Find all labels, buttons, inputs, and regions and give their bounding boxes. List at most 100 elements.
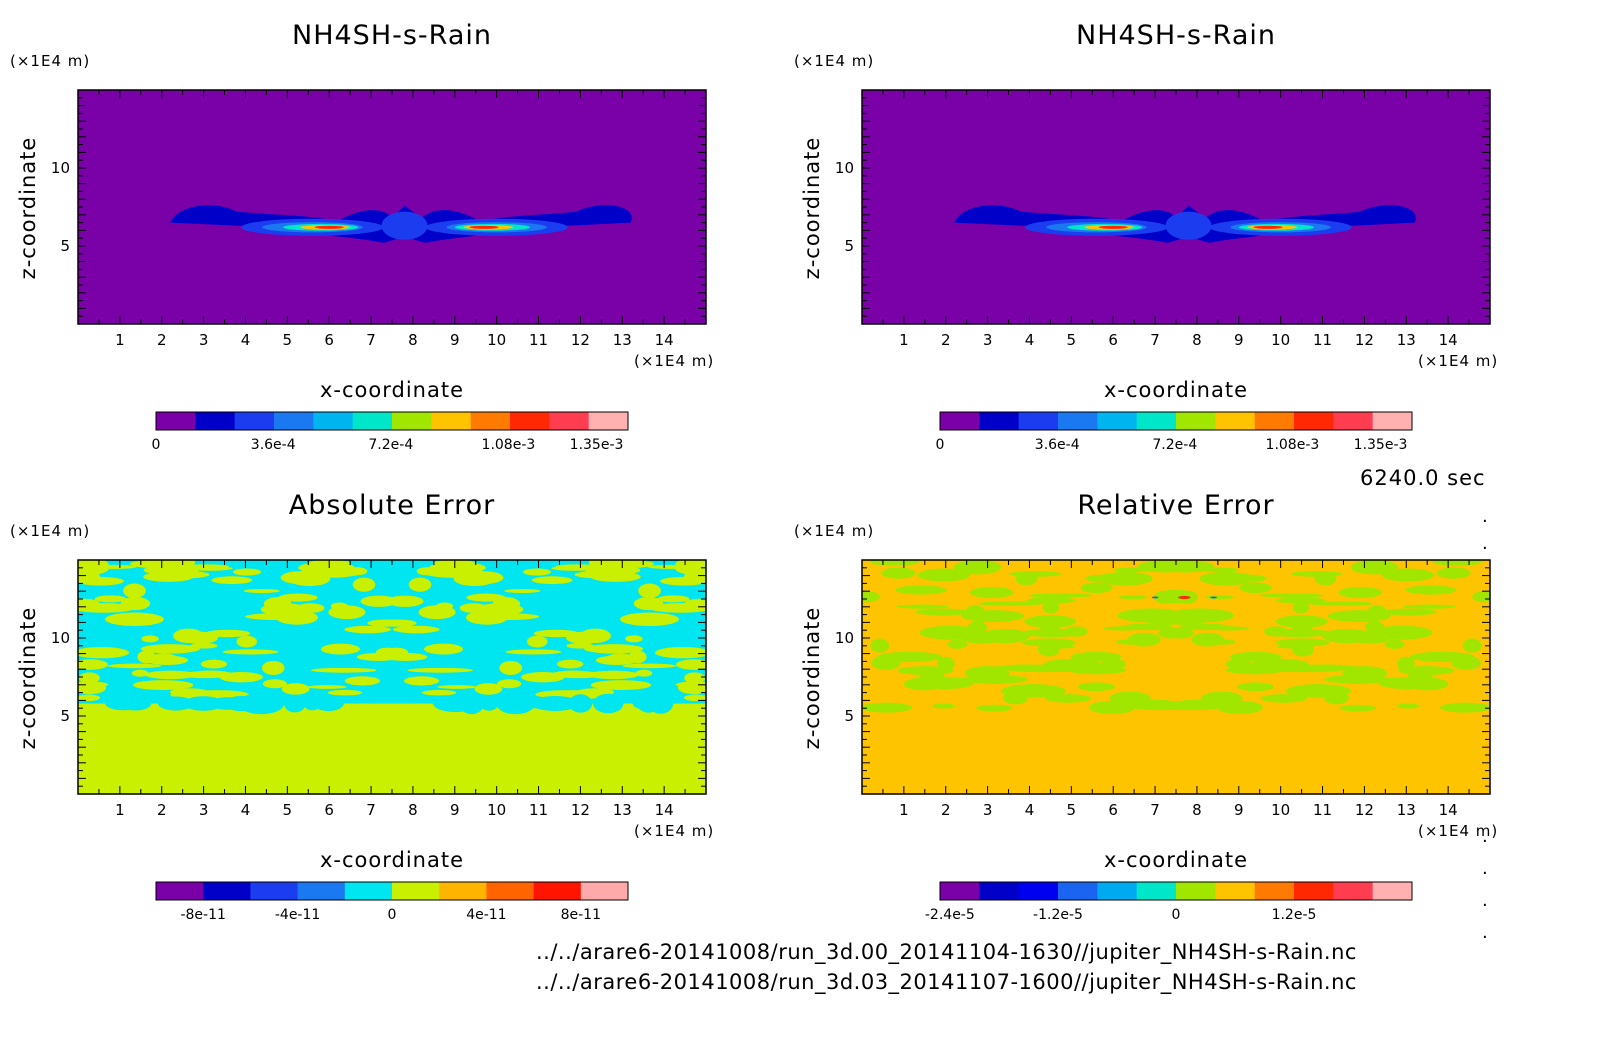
colorbar-swatch bbox=[313, 412, 354, 430]
x-tick-label: 11 bbox=[529, 801, 548, 819]
colorbar-swatch bbox=[250, 882, 299, 900]
x-tick-label: 3 bbox=[983, 331, 993, 349]
edge-dot: . bbox=[1482, 858, 1488, 879]
x-tick-label: 3 bbox=[199, 331, 209, 349]
x-tick-label: 6 bbox=[1108, 801, 1118, 819]
x-tick-label: 6 bbox=[1108, 331, 1118, 349]
edge-dot: . bbox=[1482, 533, 1488, 554]
colorbar-swatch bbox=[1176, 412, 1216, 430]
colorbar-swatch bbox=[549, 412, 590, 430]
colorbar-swatch bbox=[392, 412, 432, 430]
x-tick-label: 13 bbox=[1397, 331, 1416, 349]
colorbar-swatch bbox=[439, 882, 487, 900]
x-tick-label: 8 bbox=[408, 331, 418, 349]
colorbar-swatch bbox=[1058, 412, 1098, 430]
x-tick-label: 4 bbox=[1025, 331, 1035, 349]
y-tick-label: 10 bbox=[51, 629, 70, 647]
x-tick-label: 4 bbox=[241, 331, 251, 349]
colorbar-tick-label: 7.2e-4 bbox=[1152, 437, 1197, 453]
x-tick-label: 10 bbox=[487, 801, 506, 819]
colorbar-tick-label: -1.2e-5 bbox=[1033, 907, 1083, 923]
y-tick-label: 5 bbox=[844, 707, 854, 725]
x-tick-label: 14 bbox=[655, 801, 674, 819]
colorbar-tick-label: -8e-11 bbox=[180, 907, 225, 923]
colorbar-swatch bbox=[297, 882, 346, 900]
footer-file-path-1: ../../arare6-20141008/run_3d.00_20141104… bbox=[536, 940, 1357, 964]
x-tick-label: 11 bbox=[1313, 801, 1332, 819]
colorbar-swatch bbox=[1372, 412, 1413, 430]
colorbar-tick-label: -2.4e-5 bbox=[925, 907, 975, 923]
panel-title: NH4SH-s-Rain bbox=[1076, 20, 1276, 51]
x-axis-label: x-coordinate bbox=[1103, 378, 1248, 402]
colorbar-swatch bbox=[1333, 412, 1374, 430]
panel-bottom-right: Relative Error (×1E4 m) (×1E4 m) x-coordina… bbox=[784, 470, 1564, 940]
x-tick-label: 12 bbox=[571, 801, 590, 819]
colorbar-swatch bbox=[431, 412, 472, 430]
x-tick-label: 5 bbox=[1067, 331, 1077, 349]
time-label: 6240.0 sec bbox=[1360, 466, 1486, 490]
colorbar-tick-label: 3.6e-4 bbox=[251, 437, 296, 453]
colorbar-swatch bbox=[940, 882, 980, 900]
colorbar-tick-label: 1.35e-3 bbox=[1354, 437, 1408, 453]
colorbar-swatch bbox=[1215, 882, 1256, 900]
heatmap-field bbox=[78, 560, 706, 794]
colorbar-swatch bbox=[1018, 412, 1059, 430]
x-tick-label: 12 bbox=[1355, 801, 1374, 819]
colorbar-tick-label: 0 bbox=[1172, 907, 1181, 923]
colorbar-swatch bbox=[1176, 882, 1216, 900]
colorbar-swatch bbox=[940, 412, 980, 430]
colorbar-swatch bbox=[533, 882, 582, 900]
edge-dot: . bbox=[1482, 922, 1488, 943]
colorbar-swatch bbox=[1215, 412, 1256, 430]
x-tick-label: 8 bbox=[1192, 801, 1202, 819]
x-tick-label: 10 bbox=[1271, 801, 1290, 819]
colorbar bbox=[939, 881, 1413, 901]
colorbar-swatch bbox=[1018, 882, 1059, 900]
x-tick-label: 2 bbox=[941, 801, 951, 819]
colorbar-tick-label: -4e-11 bbox=[275, 907, 320, 923]
x-tick-label: 7 bbox=[366, 331, 376, 349]
x-tick-label: 14 bbox=[1439, 801, 1458, 819]
x-tick-label: 11 bbox=[1313, 331, 1332, 349]
colorbar-tick-label: 0 bbox=[936, 437, 945, 453]
x-axis-label: x-coordinate bbox=[1103, 848, 1248, 872]
x-tick-label: 2 bbox=[157, 331, 167, 349]
colorbar-tick-label: 4e-11 bbox=[466, 907, 506, 923]
x-tick-label: 10 bbox=[1271, 331, 1290, 349]
colorbar-swatch bbox=[234, 412, 275, 430]
panel-title: NH4SH-s-Rain bbox=[292, 20, 492, 51]
x-tick-label: 4 bbox=[1025, 801, 1035, 819]
footer-file-path-2: ../../arare6-20141008/run_3d.03_20141107… bbox=[536, 970, 1357, 994]
colorbar-swatch bbox=[1294, 882, 1334, 900]
colorbar-swatch bbox=[486, 882, 535, 900]
x-tick-label: 7 bbox=[366, 801, 376, 819]
colorbar-swatch bbox=[156, 412, 196, 430]
x-tick-label: 9 bbox=[450, 801, 460, 819]
x-tick-label: 3 bbox=[983, 801, 993, 819]
x-tick-label: 5 bbox=[283, 331, 293, 349]
colorbar-swatch bbox=[1333, 882, 1374, 900]
colorbar-swatch bbox=[979, 882, 1020, 900]
colorbar-swatch bbox=[470, 412, 511, 430]
colorbar-swatch bbox=[1372, 882, 1413, 900]
y-tick-label: 5 bbox=[844, 237, 854, 255]
colorbar-tick-label: 1.08e-3 bbox=[482, 437, 536, 453]
colorbar-tick-label: 0 bbox=[152, 437, 161, 453]
y-tick-label: 5 bbox=[60, 237, 70, 255]
x-tick-label: 9 bbox=[1234, 801, 1244, 819]
colorbar-swatch bbox=[1254, 882, 1295, 900]
x-tick-label: 6 bbox=[324, 331, 334, 349]
x-tick-label: 12 bbox=[1355, 331, 1374, 349]
edge-dot: . bbox=[1482, 506, 1488, 527]
colorbar-swatch bbox=[195, 412, 236, 430]
x-tick-label: 8 bbox=[408, 801, 418, 819]
colorbar-swatch bbox=[510, 412, 550, 430]
x-tick-label: 12 bbox=[571, 331, 590, 349]
x-tick-label: 7 bbox=[1150, 331, 1160, 349]
y-axis-unit: (×1E4 m) bbox=[10, 522, 91, 540]
x-axis-label: x-coordinate bbox=[319, 378, 464, 402]
colorbar-swatch bbox=[1058, 882, 1098, 900]
